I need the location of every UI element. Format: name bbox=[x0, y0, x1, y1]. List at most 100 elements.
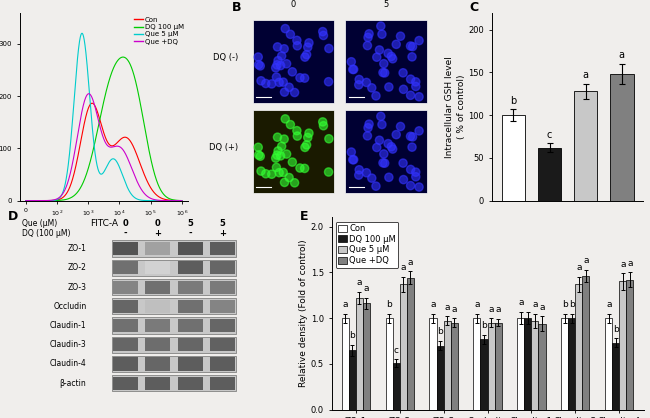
Circle shape bbox=[389, 55, 396, 63]
FancyBboxPatch shape bbox=[112, 336, 236, 353]
Circle shape bbox=[375, 46, 383, 54]
Legend: Con, DQ 100 μM, Que 5 μM, Que +DQ: Con, DQ 100 μM, Que 5 μM, Que +DQ bbox=[134, 16, 185, 46]
Circle shape bbox=[273, 61, 281, 69]
Text: Claudin-4: Claudin-4 bbox=[49, 359, 86, 369]
Text: Claudin-3: Claudin-3 bbox=[49, 340, 86, 349]
FancyBboxPatch shape bbox=[210, 300, 235, 313]
Circle shape bbox=[392, 130, 400, 139]
Text: DQ (-): DQ (-) bbox=[213, 53, 238, 62]
FancyBboxPatch shape bbox=[146, 242, 170, 255]
Circle shape bbox=[302, 51, 311, 59]
Circle shape bbox=[273, 151, 281, 159]
Circle shape bbox=[378, 30, 386, 38]
Circle shape bbox=[272, 154, 280, 162]
Bar bbox=[393, 363, 400, 410]
Circle shape bbox=[348, 155, 357, 164]
Text: +: + bbox=[219, 229, 226, 238]
Text: b: b bbox=[386, 300, 392, 309]
FancyBboxPatch shape bbox=[177, 261, 203, 274]
FancyBboxPatch shape bbox=[253, 20, 334, 103]
Circle shape bbox=[377, 112, 385, 120]
Text: 5: 5 bbox=[220, 219, 226, 228]
Circle shape bbox=[305, 129, 313, 137]
Text: DQ (100 μM): DQ (100 μM) bbox=[481, 237, 529, 245]
Text: -: - bbox=[124, 229, 127, 238]
Circle shape bbox=[415, 183, 423, 191]
Circle shape bbox=[387, 52, 395, 61]
Text: 0: 0 bbox=[511, 224, 516, 234]
Text: 5: 5 bbox=[619, 224, 624, 234]
Text: β-actin: β-actin bbox=[60, 379, 86, 388]
Circle shape bbox=[363, 132, 372, 140]
Text: a: a bbox=[445, 303, 450, 312]
Circle shape bbox=[411, 168, 420, 176]
Circle shape bbox=[411, 78, 420, 86]
FancyBboxPatch shape bbox=[146, 357, 170, 370]
Text: a: a bbox=[400, 263, 406, 272]
Circle shape bbox=[281, 25, 289, 33]
Circle shape bbox=[392, 40, 400, 48]
Text: a: a bbox=[582, 70, 589, 80]
Circle shape bbox=[363, 41, 372, 50]
Circle shape bbox=[288, 158, 296, 166]
FancyBboxPatch shape bbox=[210, 242, 235, 255]
Bar bbox=[538, 324, 545, 410]
Circle shape bbox=[292, 36, 301, 44]
Circle shape bbox=[408, 143, 416, 151]
Text: Claudin-1: Claudin-1 bbox=[50, 321, 86, 330]
Circle shape bbox=[274, 56, 282, 65]
Circle shape bbox=[291, 178, 299, 187]
Bar bbox=[495, 323, 502, 410]
Circle shape bbox=[368, 174, 376, 182]
Text: 0: 0 bbox=[291, 0, 296, 9]
Circle shape bbox=[385, 83, 393, 91]
Circle shape bbox=[296, 164, 304, 172]
Bar bbox=[363, 303, 370, 410]
Circle shape bbox=[275, 168, 283, 177]
Circle shape bbox=[355, 75, 363, 84]
Circle shape bbox=[276, 152, 285, 160]
Circle shape bbox=[364, 33, 372, 41]
Text: a: a bbox=[356, 278, 362, 287]
Circle shape bbox=[372, 92, 380, 100]
Text: 0: 0 bbox=[547, 224, 552, 234]
Text: a: a bbox=[474, 300, 480, 309]
Circle shape bbox=[274, 133, 281, 141]
Text: a: a bbox=[532, 300, 538, 309]
Text: a: a bbox=[576, 263, 582, 272]
Circle shape bbox=[363, 78, 370, 87]
FancyBboxPatch shape bbox=[113, 261, 138, 274]
Circle shape bbox=[262, 170, 270, 178]
Circle shape bbox=[272, 163, 281, 171]
Text: ZO-2: ZO-2 bbox=[68, 263, 86, 273]
X-axis label: FITC-A: FITC-A bbox=[90, 219, 118, 228]
Circle shape bbox=[268, 170, 276, 178]
Circle shape bbox=[380, 150, 388, 158]
Circle shape bbox=[408, 53, 416, 61]
Circle shape bbox=[255, 61, 263, 69]
Circle shape bbox=[293, 42, 302, 50]
FancyBboxPatch shape bbox=[177, 280, 203, 293]
Bar bbox=[582, 276, 590, 410]
Text: DQ (100 μM): DQ (100 μM) bbox=[22, 229, 70, 238]
Circle shape bbox=[408, 43, 417, 51]
Circle shape bbox=[355, 171, 363, 179]
Bar bbox=[568, 318, 575, 410]
Circle shape bbox=[396, 32, 404, 41]
Circle shape bbox=[292, 127, 301, 135]
Text: b: b bbox=[562, 300, 567, 309]
Bar bbox=[574, 91, 597, 201]
FancyBboxPatch shape bbox=[177, 242, 203, 255]
Circle shape bbox=[291, 88, 299, 97]
Y-axis label: Intracellular GSH level
( % of control): Intracellular GSH level ( % of control) bbox=[445, 56, 465, 158]
Circle shape bbox=[301, 143, 309, 151]
Circle shape bbox=[375, 136, 383, 144]
Circle shape bbox=[272, 73, 281, 81]
FancyBboxPatch shape bbox=[177, 338, 203, 351]
Circle shape bbox=[257, 167, 265, 175]
Circle shape bbox=[262, 79, 270, 88]
Text: Que (μM): Que (μM) bbox=[481, 224, 516, 234]
FancyBboxPatch shape bbox=[112, 240, 236, 257]
Bar bbox=[575, 284, 582, 410]
Circle shape bbox=[256, 62, 265, 70]
